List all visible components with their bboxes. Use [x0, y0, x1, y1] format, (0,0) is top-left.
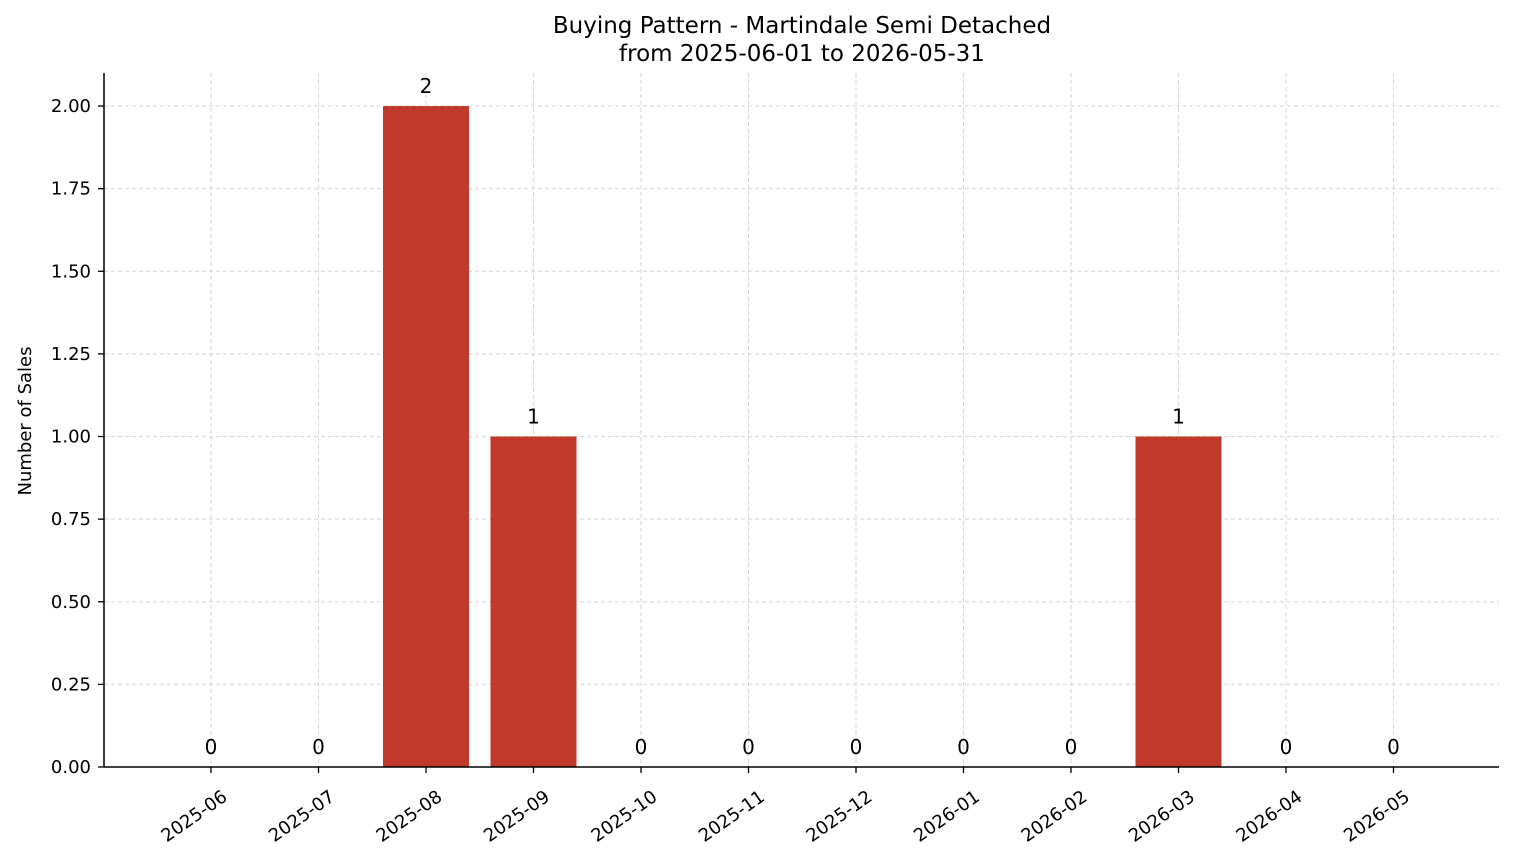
x-tick-label: 2026-04: [1233, 786, 1307, 846]
x-tick-label: 2025-07: [265, 786, 339, 846]
data-label-2025-07: 0: [312, 735, 325, 759]
chart-title: Buying Pattern - Martindale Semi Detache…: [553, 13, 1051, 39]
x-tick-label: 2026-05: [1340, 786, 1414, 846]
data-label-2025-10: 0: [635, 735, 648, 759]
data-labels: 0 0 2 1 0 0 0 0 0 1 0 0: [205, 74, 1400, 759]
y-tick-label: 0.75: [51, 509, 91, 530]
data-label-2025-08: 2: [420, 74, 433, 98]
data-label-2026-05: 0: [1387, 735, 1400, 759]
x-tick-label: 2025-12: [803, 786, 877, 846]
y-tick-label: 1.25: [51, 344, 91, 365]
x-tick-label: 2026-01: [910, 786, 984, 846]
grid-lines: [104, 73, 1499, 768]
y-tick-labels: 0.00 0.25 0.50 0.75 1.00 1.25 1.50 1.75 2.00: [51, 96, 91, 778]
x-tick-label: 2025-09: [480, 786, 554, 846]
bar-2026-03: [1135, 436, 1222, 767]
data-label-2025-09: 1: [527, 405, 540, 429]
x-tick-labels: 2025-06 2025-07 2025-08 2025-09 2025-10 2025-…: [158, 786, 1414, 846]
x-tick-label: 2026-03: [1125, 786, 1199, 846]
x-tick-label: 2025-10: [588, 786, 662, 846]
data-label-2025-12: 0: [850, 735, 863, 759]
y-axis-label: Number of Sales: [15, 346, 36, 495]
data-label-2026-04: 0: [1280, 735, 1293, 759]
axes: [98, 73, 1499, 773]
data-label-2025-06: 0: [205, 735, 218, 759]
x-tick-label: 2026-02: [1018, 786, 1092, 846]
data-label-2026-02: 0: [1065, 735, 1078, 759]
data-label-2026-03: 1: [1172, 405, 1185, 429]
chart-subtitle: from 2025-06-01 to 2026-05-31: [619, 41, 985, 67]
y-tick-label: 2.00: [51, 96, 91, 117]
y-tick-label: 1.50: [51, 261, 91, 282]
y-tick-label: 0.50: [51, 592, 91, 613]
bar-2025-08: [383, 106, 469, 768]
x-tick-label: 2025-08: [373, 786, 447, 846]
y-tick-label: 1.00: [51, 427, 91, 448]
y-tick-label: 0.00: [51, 757, 91, 778]
x-tick-label: 2025-11: [695, 786, 769, 846]
x-tick-label: 2025-06: [158, 786, 232, 846]
bar-2025-09: [490, 436, 577, 767]
y-tick-label: 1.75: [51, 179, 91, 200]
data-label-2025-11: 0: [742, 735, 755, 759]
data-label-2026-01: 0: [957, 735, 970, 759]
y-tick-label: 0.25: [51, 674, 91, 695]
bars: [383, 106, 1222, 768]
